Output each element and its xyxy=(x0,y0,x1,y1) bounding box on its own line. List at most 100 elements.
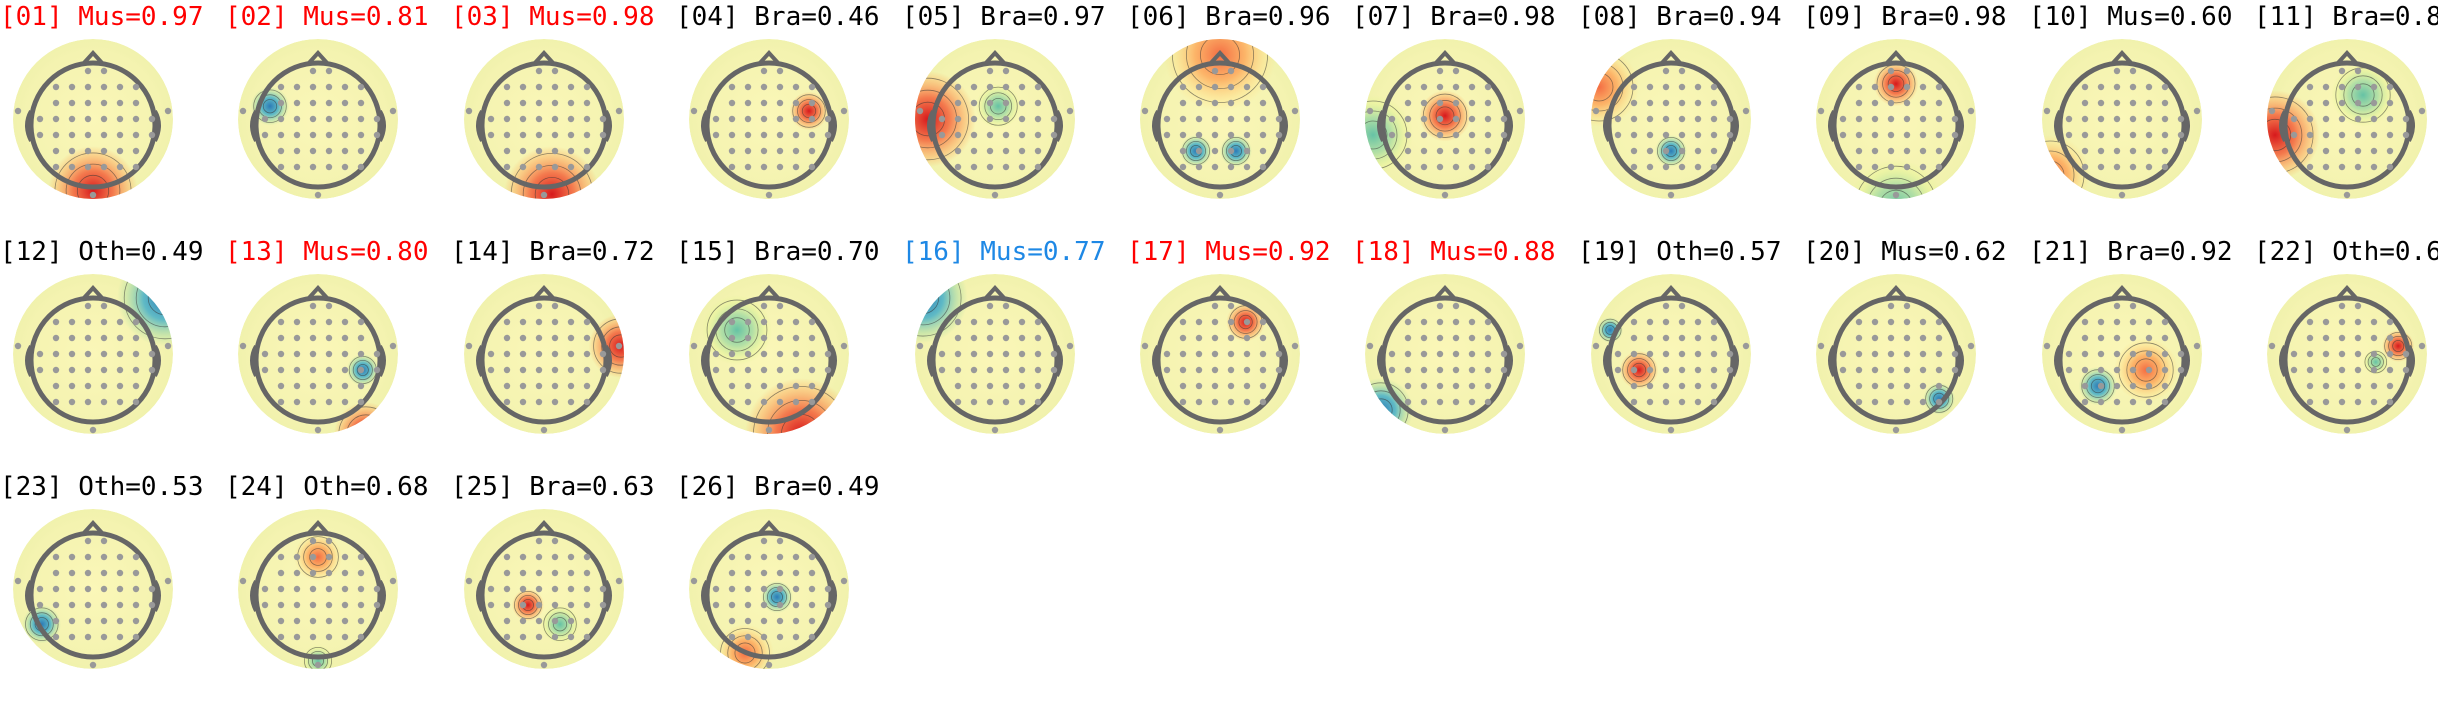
electrode-dot xyxy=(68,398,76,406)
electrode-dot xyxy=(465,107,473,115)
electrode-dot xyxy=(986,83,994,91)
electrode-dot xyxy=(535,334,543,342)
electrode-dot xyxy=(84,131,92,139)
electrode-dot xyxy=(776,318,784,326)
electrode-dot xyxy=(2081,115,2089,123)
component-title: [20] Mus=0.62 xyxy=(1803,237,2007,267)
electrode-dot xyxy=(116,366,124,374)
electrode-dot xyxy=(2338,302,2346,310)
electrode-dot xyxy=(1967,342,1975,350)
electrode-dot xyxy=(309,131,317,139)
electrode-dot xyxy=(1243,147,1251,155)
component-15: [15] Bra=0.70 xyxy=(676,237,901,467)
nose-outline xyxy=(1433,50,1457,66)
component-16: [16] Mus=0.77 xyxy=(902,237,1127,467)
electrode-dot xyxy=(1404,318,1412,326)
electrode-dot xyxy=(100,99,108,107)
electrode-dot xyxy=(1871,398,1879,406)
electrode-dot xyxy=(89,661,97,669)
electrode-dot xyxy=(277,633,285,641)
electrode-dot xyxy=(744,398,752,406)
electrode-dot xyxy=(2161,366,2169,374)
electrode-dot xyxy=(1211,382,1219,390)
electrode-dot xyxy=(535,633,543,641)
contour-line xyxy=(753,386,849,434)
electrode-dot xyxy=(728,398,736,406)
electrode-dot xyxy=(535,302,543,310)
electrode-dot xyxy=(2370,318,2378,326)
electrode-dot xyxy=(116,163,124,171)
electrode-dot xyxy=(599,601,607,609)
electrode-dot xyxy=(954,147,962,155)
electrode-dot xyxy=(52,398,60,406)
electrode-dot xyxy=(1195,398,1203,406)
component-1: [01] Mus=0.97 xyxy=(0,2,225,232)
electrode-dot xyxy=(1694,115,1702,123)
electrode-dot xyxy=(132,115,140,123)
electrode-dot xyxy=(1667,191,1675,199)
electrode-dot xyxy=(2043,107,2051,115)
electrode-dot xyxy=(1935,163,1943,171)
electrode-dot xyxy=(583,147,591,155)
electrode-dot xyxy=(1951,350,1959,358)
electrode-dot xyxy=(1935,398,1943,406)
electrode-dot xyxy=(1935,147,1943,155)
electrode-dot xyxy=(2322,99,2330,107)
electrode-dot xyxy=(2306,366,2314,374)
electrode-dot xyxy=(1919,398,1927,406)
electrode-dot xyxy=(52,585,60,593)
electrode-dot xyxy=(1034,147,1042,155)
electrode-dot xyxy=(744,553,752,561)
electrode-dot xyxy=(760,537,768,545)
contour-line xyxy=(76,174,110,199)
contour-line xyxy=(1854,165,1938,199)
electrode-dot xyxy=(551,617,559,625)
electrode-dot xyxy=(1710,99,1718,107)
electrode-dot xyxy=(1887,398,1895,406)
electrode-dot xyxy=(808,633,816,641)
electrode-dot xyxy=(84,115,92,123)
electrode-dot xyxy=(293,163,301,171)
electrode-dot xyxy=(1855,83,1863,91)
component-10: [10] Mus=0.60 xyxy=(2029,2,2254,232)
electrode-dot xyxy=(325,147,333,155)
component-5: [05] Bra=0.97 xyxy=(902,2,1127,232)
electrode-dot xyxy=(1163,350,1171,358)
electrode-dot xyxy=(1919,131,1927,139)
topomap xyxy=(2042,39,2202,199)
electrode-dot xyxy=(1678,382,1686,390)
electrode-dot xyxy=(1195,131,1203,139)
contour-line xyxy=(304,646,333,669)
electrode-dot xyxy=(341,99,349,107)
ear-right-outline xyxy=(604,580,612,612)
electrode-dot xyxy=(325,569,333,577)
electrode-dot xyxy=(1871,115,1879,123)
electrode-dot xyxy=(148,601,156,609)
electrode-dot xyxy=(1903,67,1911,75)
electrode-dot xyxy=(1227,83,1235,91)
electrode-dot xyxy=(487,585,495,593)
electrode-dot xyxy=(1678,366,1686,374)
electrode-dot xyxy=(519,585,527,593)
electrode-dot xyxy=(1211,115,1219,123)
electrode-dot xyxy=(2177,131,2185,139)
electrode-dot xyxy=(1468,99,1476,107)
electrode-dot xyxy=(2145,398,2153,406)
component-23: [23] Oth=0.53 xyxy=(0,472,225,702)
activation-blob xyxy=(1873,61,1919,107)
electrode-dot xyxy=(744,318,752,326)
electrode-dot xyxy=(1484,350,1492,358)
electrode-dot xyxy=(728,83,736,91)
electrode-dot xyxy=(760,163,768,171)
electrode-dot xyxy=(132,147,140,155)
electrode-dot xyxy=(567,83,575,91)
electrode-dot xyxy=(1646,366,1654,374)
electrode-dot xyxy=(1694,131,1702,139)
electrode-dot xyxy=(2354,67,2362,75)
component-24: [24] Oth=0.68 xyxy=(225,472,450,702)
electrode-dot xyxy=(261,115,269,123)
electrode-dot xyxy=(1034,115,1042,123)
electrode-dot xyxy=(52,633,60,641)
electrode-dot xyxy=(808,163,816,171)
electrode-dot xyxy=(487,131,495,139)
